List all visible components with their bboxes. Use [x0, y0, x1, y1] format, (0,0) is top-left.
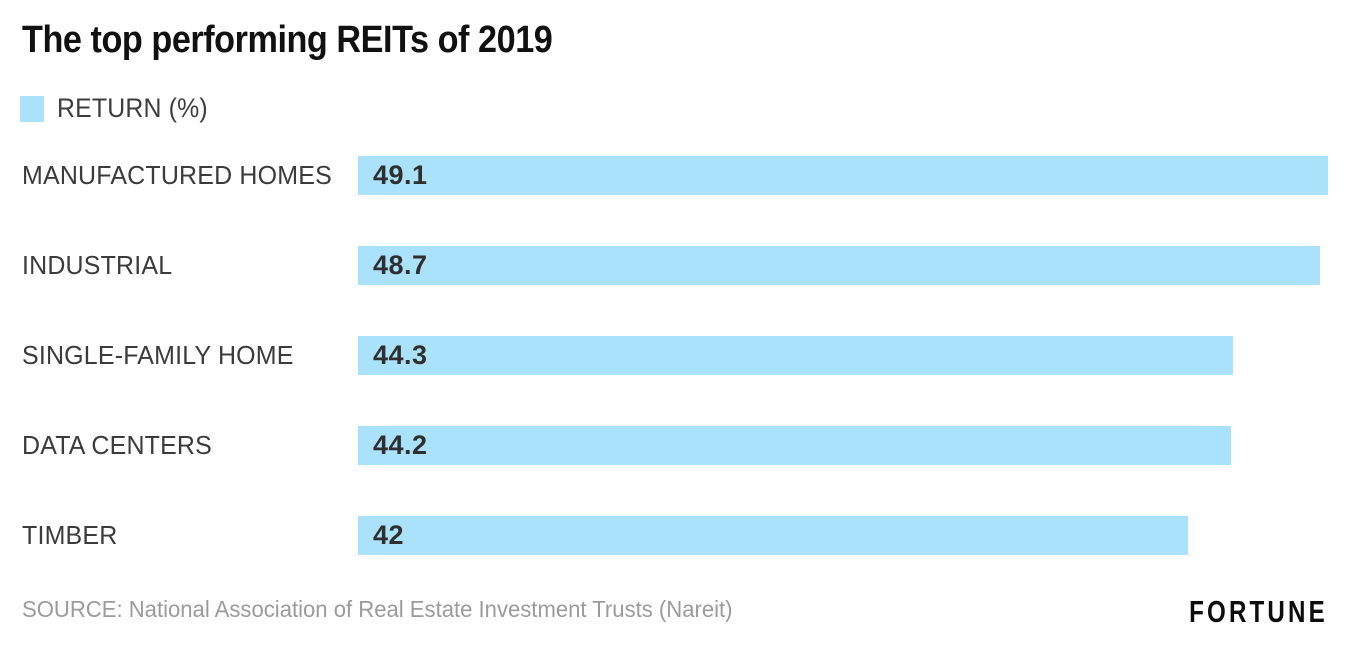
bar-value-label: 44.3: [373, 340, 428, 370]
source-credit: SOURCE: National Association of Real Est…: [22, 596, 733, 622]
bar-category-label: INDUSTRIAL: [22, 250, 173, 280]
bar-track: 44.2: [358, 426, 1328, 465]
bar-category-label: MANUFACTURED HOMES: [22, 160, 332, 190]
bar-value-label: 49.1: [373, 160, 428, 190]
bar-track: 49.1: [358, 156, 1328, 195]
bar-category-label: TIMBER: [22, 520, 118, 550]
bar-category-label: SINGLE-FAMILY HOME: [22, 340, 294, 370]
bar-chart: MANUFACTURED HOMES 49.1 INDUSTRIAL 48.7 SING…: [22, 156, 1328, 556]
legend-label: RETURN (%): [57, 93, 208, 123]
chart-row: MANUFACTURED HOMES 49.1: [22, 156, 1328, 195]
chart-row: DATA CENTERS 44.2: [22, 426, 1328, 465]
bar-value-label: 48.7: [373, 250, 428, 280]
bar: 42: [358, 516, 1188, 555]
chart-row: INDUSTRIAL 48.7: [22, 246, 1328, 285]
page-title: The top performing REITs of 2019: [22, 19, 553, 61]
bar: 49.1: [358, 156, 1328, 195]
chart-row: TIMBER 42: [22, 516, 1328, 555]
bar-value-label: 42: [373, 520, 405, 550]
chart-row: SINGLE-FAMILY HOME 44.3: [22, 336, 1328, 375]
bar: 44.3: [358, 336, 1234, 375]
bar: 48.7: [358, 246, 1321, 285]
bar-track: 48.7: [358, 246, 1328, 285]
fortune-logo: FORTUNE: [1189, 594, 1328, 629]
chart-legend: RETURN (%): [20, 93, 221, 124]
legend-swatch-icon: [20, 95, 44, 122]
bar-value-label: 44.2: [373, 430, 428, 460]
bar-track: 42: [358, 516, 1328, 555]
bar-track: 44.3: [358, 336, 1328, 375]
bar: 44.2: [358, 426, 1232, 465]
bar-category-label: DATA CENTERS: [22, 430, 213, 460]
